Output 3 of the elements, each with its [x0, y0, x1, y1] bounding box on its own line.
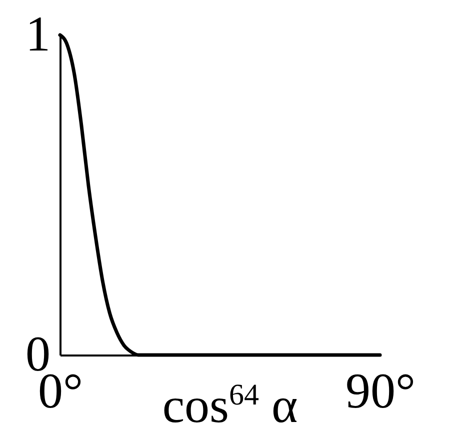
x-tick-label: 90°: [346, 362, 416, 418]
x-axis-title: cos$^{64}$ α: [162, 377, 298, 433]
y-tick-label: 1: [26, 6, 50, 62]
